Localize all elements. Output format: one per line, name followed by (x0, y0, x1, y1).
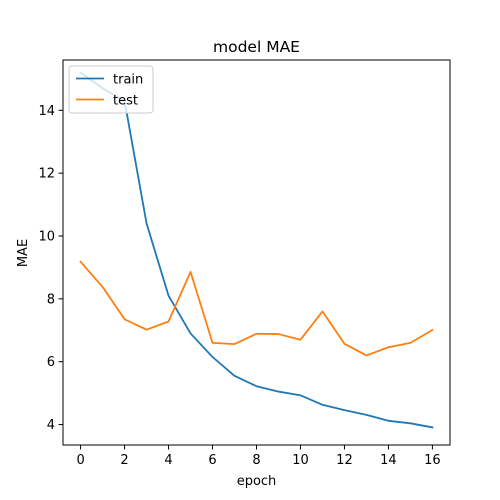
x-axis-label: epoch (237, 474, 277, 489)
series-line-train (79, 71, 434, 429)
y-tick-label: 6 (47, 355, 55, 370)
y-tick-label: 14 (38, 104, 55, 119)
x-tick-label: 2 (120, 453, 128, 468)
chart-title: model MAE (213, 38, 300, 56)
legend-label-test: test (113, 94, 138, 109)
x-tick-label: 14 (380, 453, 397, 468)
x-tick-label: 16 (424, 453, 441, 468)
x-tick-label: 12 (336, 453, 353, 468)
series-layer (79, 71, 434, 429)
x-tick-label: 4 (164, 453, 172, 468)
legend-label-train: train (113, 73, 143, 88)
x-tick-label: 10 (292, 453, 309, 468)
y-tick-label: 10 (38, 230, 55, 245)
y-tick-label: 12 (38, 167, 55, 182)
x-tick-label: 0 (76, 453, 84, 468)
y-axis-label: MAE (16, 239, 31, 267)
plot-area: 0 2 4 6 8 10 12 14 16 4 6 8 10 12 14 (38, 59, 451, 468)
x-tick-label: 6 (208, 453, 216, 468)
y-tick-label: 4 (47, 418, 55, 433)
x-axis-ticks: 0 2 4 6 8 10 12 14 16 (76, 445, 441, 468)
x-tick-label: 8 (252, 453, 260, 468)
legend: train test (68, 65, 154, 114)
series-line-test (79, 260, 434, 357)
y-axis-ticks: 4 6 8 10 12 14 (38, 104, 63, 433)
y-tick-label: 8 (47, 292, 55, 307)
